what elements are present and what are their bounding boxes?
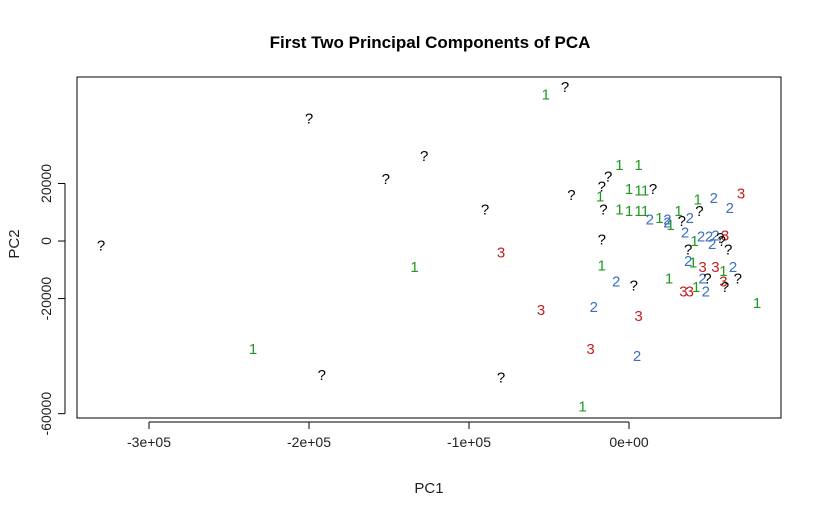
- data-point: 3: [634, 308, 642, 325]
- data-point: 1: [625, 203, 633, 220]
- data-point: ?: [684, 242, 692, 259]
- data-point: 1: [634, 183, 642, 200]
- data-point: 1: [694, 191, 702, 208]
- data-point: 1: [634, 157, 642, 174]
- data-point: 1: [634, 203, 642, 220]
- chart-title: First Two Principal Components of PCA: [270, 33, 591, 52]
- data-point: ?: [734, 270, 742, 287]
- data-point: 2: [729, 259, 737, 276]
- data-point: ?: [718, 233, 726, 250]
- data-point: 1: [615, 201, 623, 218]
- data-point: 2: [726, 200, 734, 217]
- data-point: 3: [497, 245, 505, 262]
- data-point: 1: [615, 157, 623, 174]
- y-tick-label: -20000: [38, 277, 54, 321]
- data-point: 3: [737, 186, 745, 203]
- data-point: ?: [724, 242, 732, 259]
- plot-frame: [76, 76, 782, 419]
- data-point: 2: [681, 224, 689, 241]
- y-axis: -60000 -20000 0 20000: [38, 164, 66, 436]
- data-point: 2: [686, 210, 694, 227]
- data-point: 1: [753, 295, 761, 312]
- data-point: ?: [604, 168, 612, 185]
- y-tick-label: 20000: [38, 164, 54, 203]
- x-axis: -3e+05 -2e+05 -1e+05 0e+00: [127, 421, 649, 450]
- data-point: 1: [596, 188, 604, 205]
- data-point: 2: [710, 190, 718, 207]
- data-point: ?: [598, 232, 606, 249]
- y-tick-label: 0: [38, 237, 54, 245]
- data-point: 3: [721, 227, 729, 244]
- x-tick-label: 0e+00: [609, 434, 649, 450]
- data-point: ?: [481, 201, 489, 218]
- data-point: ?: [721, 279, 729, 296]
- x-tick-label: -3e+05: [127, 434, 171, 450]
- data-point: 1: [665, 270, 673, 287]
- data-point: 1: [542, 86, 550, 103]
- data-point: 2: [705, 229, 713, 246]
- data-point: ?: [318, 367, 326, 384]
- data-point: 2: [633, 348, 641, 365]
- data-point: ?: [420, 148, 428, 165]
- data-point: 1: [655, 210, 663, 227]
- data-point: ?: [497, 370, 505, 387]
- data-point: ?: [703, 270, 711, 287]
- data-point: 2: [702, 283, 710, 300]
- data-point: 1: [666, 217, 674, 234]
- y-axis-label: PC2: [6, 229, 23, 258]
- data-point: ?: [382, 171, 390, 188]
- data-point: 3: [686, 283, 694, 300]
- data-point: 1: [410, 259, 418, 276]
- data-point: 1: [674, 203, 682, 220]
- data-point: 2: [663, 214, 671, 231]
- data-point: ?: [561, 79, 569, 96]
- data-point: ?: [695, 203, 703, 220]
- data-point: 2: [646, 211, 654, 228]
- data-point: 1: [689, 255, 697, 272]
- data-point: 3: [679, 283, 687, 300]
- data-point: 1: [641, 203, 649, 220]
- data-point: 2: [697, 229, 705, 246]
- data-point: 1: [598, 257, 606, 274]
- data-point: 3: [711, 259, 719, 276]
- data-point: ?: [97, 237, 105, 254]
- data-point: ?: [305, 111, 313, 128]
- data-point: 1: [249, 341, 257, 358]
- data-point: 1: [719, 263, 727, 280]
- data-point: ?: [567, 187, 575, 204]
- y-tick-label: -60000: [38, 392, 54, 436]
- x-tick-label: -2e+05: [287, 434, 331, 450]
- data-point: 1: [692, 279, 700, 296]
- data-point: ?: [630, 278, 638, 295]
- data-point: 1: [625, 181, 633, 198]
- data-point: ?: [678, 213, 686, 230]
- x-axis-label: PC1: [414, 480, 443, 497]
- data-point: 1: [641, 183, 649, 200]
- data-point: 3: [698, 259, 706, 276]
- data-point: ?: [649, 181, 657, 198]
- data-point: 1: [690, 233, 698, 250]
- data-point: 2: [711, 227, 719, 244]
- x-tick-label: -1e+05: [447, 434, 491, 450]
- data-point: 3: [719, 273, 727, 290]
- data-point: 2: [708, 236, 716, 253]
- data-point: 2: [612, 273, 620, 290]
- data-point: ?: [599, 201, 607, 218]
- data-point: ?: [716, 230, 724, 247]
- data-point: 2: [684, 253, 692, 270]
- data-point: ?: [598, 178, 606, 195]
- data-point: 3: [586, 341, 594, 358]
- data-point: 3: [537, 302, 545, 319]
- data-point: 2: [698, 270, 706, 287]
- data-point: 2: [663, 211, 671, 228]
- data-point: 2: [590, 299, 598, 316]
- data-point: 1: [578, 398, 586, 415]
